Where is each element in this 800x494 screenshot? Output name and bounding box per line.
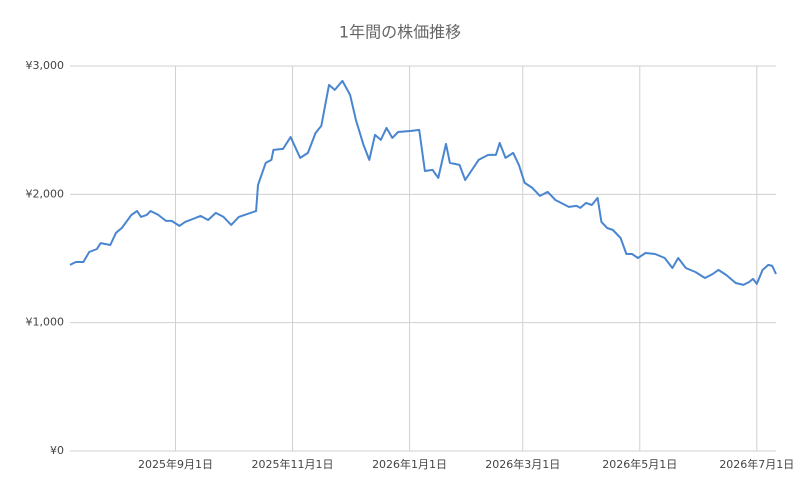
x-tick-label: 2026年3月1日 <box>485 457 560 471</box>
chart-title: 1年間の株価推移 <box>339 23 461 42</box>
y-tick-label: ¥1,000 <box>26 316 65 329</box>
x-tick-label: 2025年9月1日 <box>138 457 213 471</box>
y-tick-label: ¥0 <box>50 444 64 457</box>
y-tick-label: ¥2,000 <box>26 187 65 200</box>
x-tick-label: 2025年11月1日 <box>252 457 334 471</box>
x-tick-label: 2026年5月1日 <box>602 457 677 471</box>
x-tick-label: 2026年7月1日 <box>719 457 794 471</box>
x-tick-label: 2026年1月1日 <box>372 457 447 471</box>
y-tick-label: ¥3,000 <box>26 59 65 72</box>
line-series <box>69 79 777 286</box>
